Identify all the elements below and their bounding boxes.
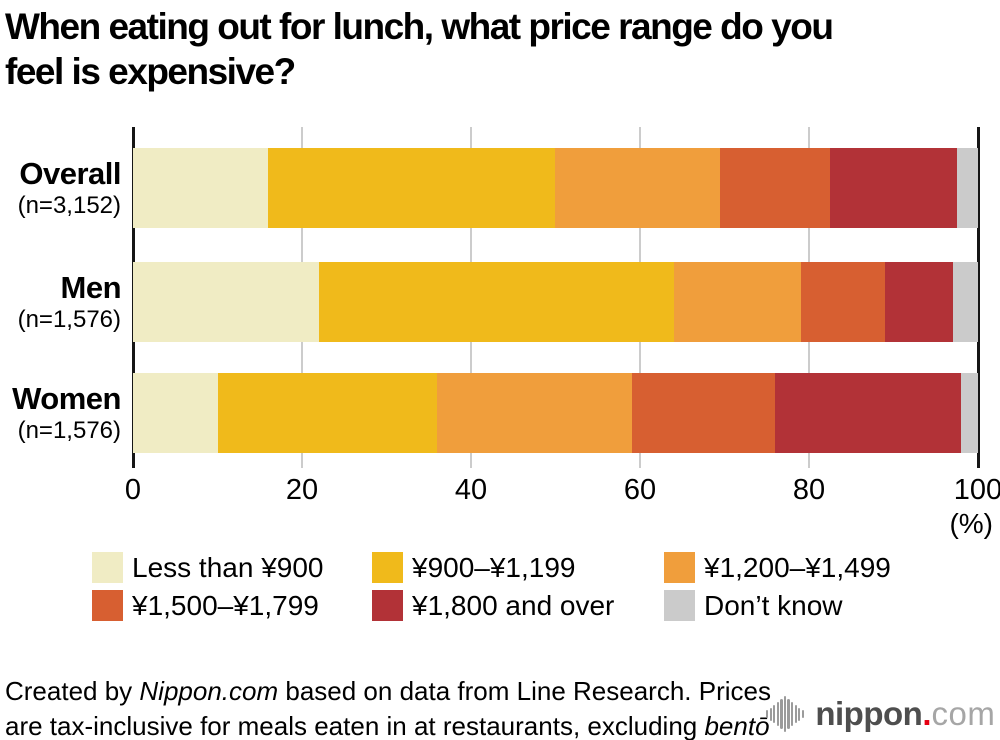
category-name: Women [12, 381, 121, 416]
category-label: Overall (n=3,152) [0, 156, 122, 220]
category-name: Overall [19, 156, 121, 191]
legend-swatch [664, 552, 695, 583]
x-tick-label: 100 [953, 474, 1000, 506]
legend-swatch [372, 552, 403, 583]
bar-segment [775, 373, 962, 453]
legend-item: Don’t know [664, 589, 843, 622]
legend-label: ¥1,200–¥1,499 [704, 552, 891, 583]
bar-segment [133, 148, 269, 228]
logo-bar [783, 696, 787, 732]
logo-bar [798, 707, 801, 721]
chart-title: When eating out for lunch, what price ra… [5, 4, 834, 94]
category-name: Men [60, 270, 122, 305]
legend-item: ¥1,800 and over [372, 589, 614, 622]
bar-segment [673, 262, 801, 342]
logo-bar [766, 710, 769, 718]
nippon-logo-mark-icon [766, 696, 805, 732]
legend-swatch [92, 552, 123, 583]
category-sample-size: (n=1,576) [17, 417, 121, 444]
category-label: Women (n=1,576) [0, 381, 121, 445]
bar-segment [956, 148, 978, 228]
legend-label: Less than ¥900 [132, 552, 324, 583]
legend-label: ¥1,500–¥1,799 [132, 590, 319, 621]
bar-segment [631, 373, 776, 453]
source-note-italic: Nippon.com [139, 676, 279, 706]
x-tick-label: 60 [623, 474, 657, 506]
logo-bar [780, 699, 783, 729]
logo-bar [773, 705, 776, 723]
plot-area: 0 20 40 60 80 100 [125, 127, 1000, 506]
x-tick-label: 20 [285, 474, 319, 506]
legend-item: ¥1,200–¥1,499 [664, 551, 891, 584]
logo-bar [787, 699, 790, 729]
bar-segment [952, 262, 978, 342]
source-note-italic: bentō [704, 711, 770, 740]
logo-text-bold: nippon [815, 695, 923, 732]
bar-segment [268, 148, 556, 228]
axis-line [976, 127, 980, 468]
nippon-logo: nippon . com [766, 694, 995, 734]
legend-item: Less than ¥900 [92, 551, 324, 584]
legend-swatch [92, 590, 123, 621]
bar-segment [720, 148, 831, 228]
logo-bar [769, 707, 772, 721]
bar-segment [961, 373, 978, 453]
x-tick-label: 80 [792, 474, 826, 506]
legend-swatch [664, 590, 695, 621]
chart-title-line1: When eating out for lunch, what price ra… [5, 6, 834, 47]
source-note-text: based on data from Line Research. Prices… [5, 676, 771, 740]
bar-overall [133, 148, 978, 228]
chart-title-line2: feel is expensive? [5, 51, 296, 92]
legend-item: ¥900–¥1,199 [372, 551, 576, 584]
x-axis-unit: (%) [949, 508, 993, 539]
source-note-text: Created by [5, 676, 140, 706]
bar-segment [800, 262, 886, 342]
bar-segment [318, 262, 674, 342]
legend-label: ¥1,800 and over [412, 590, 615, 621]
logo-bar [801, 710, 804, 718]
x-tick-label: 40 [454, 474, 488, 506]
source-note: Created by Nippon.com based on data from… [5, 674, 815, 740]
legend-label: Don’t know [704, 590, 843, 621]
category-label: Men (n=1,576) [0, 270, 122, 334]
bar-segment [830, 148, 957, 228]
logo-text-light: com [931, 695, 996, 732]
legend-swatch [372, 590, 403, 621]
category-sample-size: (n=3,152) [17, 192, 121, 219]
x-tick-label: 0 [124, 474, 142, 506]
category-sample-size: (n=1,576) [17, 306, 121, 333]
bar-segment [217, 373, 438, 453]
logo-dot: . [922, 695, 932, 732]
bar-segment [885, 262, 953, 342]
bar-segment [555, 148, 721, 228]
legend-item: ¥1,500–¥1,799 [92, 589, 319, 622]
bar-women [133, 373, 978, 453]
logo-bar [794, 705, 797, 723]
bar-segment [437, 373, 632, 453]
logo-bar [791, 702, 794, 726]
bar-segment [133, 373, 218, 453]
bar-men [133, 262, 978, 342]
legend-label: ¥900–¥1,199 [412, 552, 576, 583]
bar-segment [133, 262, 319, 342]
logo-bar [776, 702, 779, 726]
